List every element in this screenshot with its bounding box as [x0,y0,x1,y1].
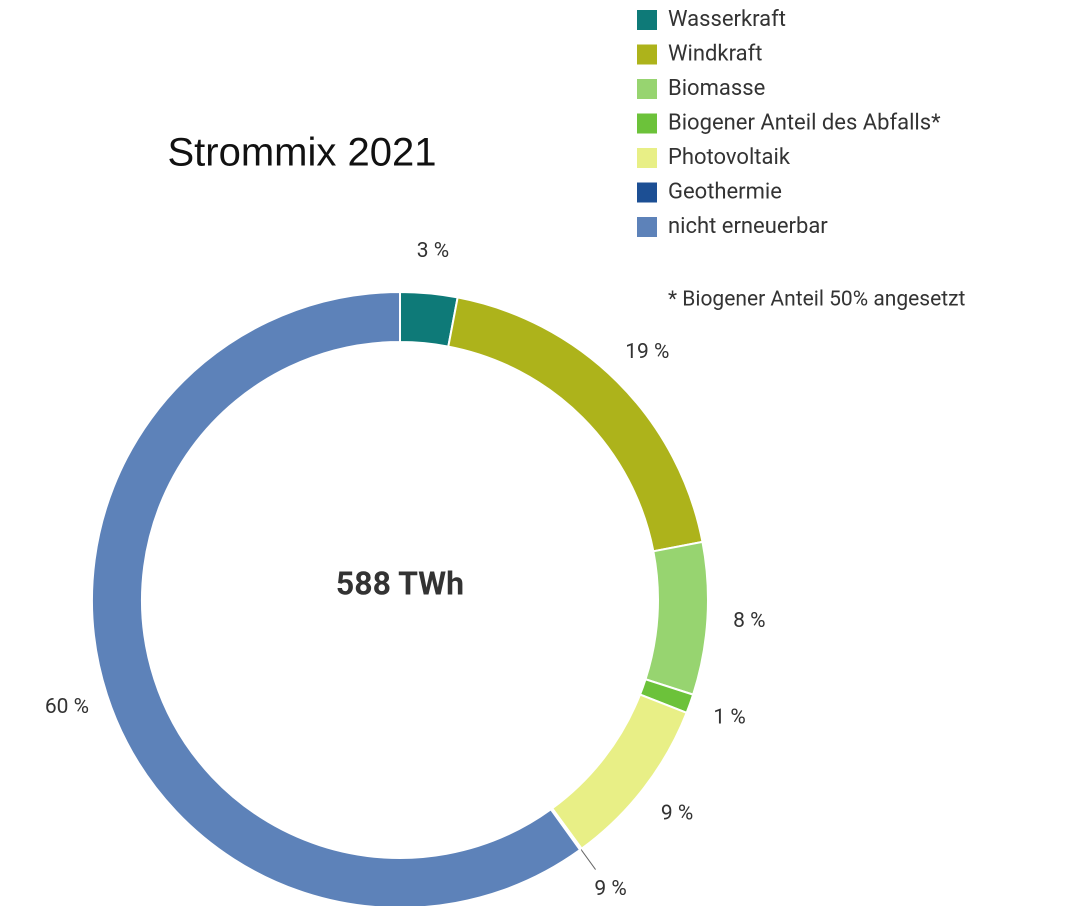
center-label: 588 TWh [336,564,464,602]
legend-label: Windkraft [668,41,762,66]
chart-title: Strommix 2021 [168,131,437,175]
data-label: 1 % [713,705,745,729]
legend-label: Biomasse [668,76,765,101]
data-label: 3 % [417,239,449,263]
legend-swatch [637,217,657,237]
legend-label: Biogener Anteil des Abfalls* [668,110,941,135]
data-label: 19 % [625,340,669,364]
donut-slice [550,693,688,851]
legend-label: Geothermie [668,179,782,204]
leader-line [580,848,596,870]
data-label: 9 % [661,801,693,825]
data-label: 8 % [733,609,765,633]
data-label: 60 % [45,695,89,719]
legend-swatch [637,113,657,134]
legend-label: Photovoltaik [668,145,791,170]
legend-swatch [637,10,657,30]
legend-label: Wasserkraft [668,7,786,32]
data-label: 9 % [594,877,626,901]
donut-slice [644,540,709,696]
legend-swatch [637,44,657,65]
legend-swatch [637,182,657,203]
footnote: * Biogener Anteil 50% angesetzt [668,288,966,312]
legend-swatch [637,79,657,99]
donut-slice [91,290,582,906]
legend-label: nicht erneuerbar [668,214,828,239]
donut-slice [447,296,704,553]
legend-swatch [637,148,657,168]
